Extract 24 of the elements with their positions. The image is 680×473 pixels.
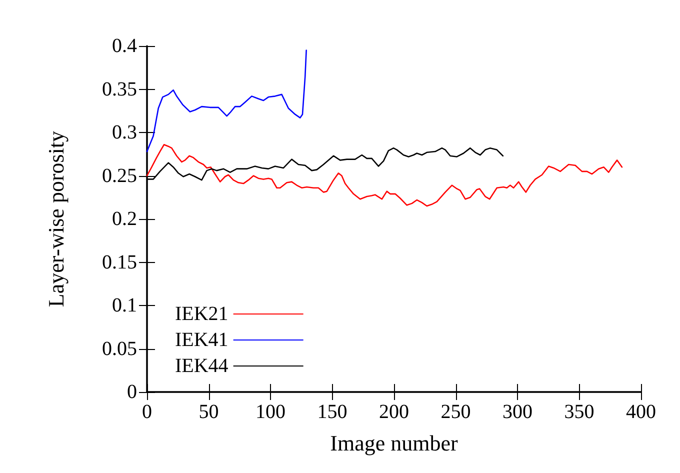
x-tick-label: 150 — [317, 401, 348, 423]
x-tick-label: 350 — [564, 401, 594, 423]
x-tick-label: 100 — [256, 401, 286, 423]
x-tick-label: 200 — [379, 401, 409, 423]
line-series — [146, 50, 307, 152]
y-tick-label: 0.35 — [102, 78, 137, 100]
y-axis-title: Layer-wise porosity — [44, 130, 68, 308]
x-tick-label: 50 — [198, 401, 219, 423]
x-axis-title: Image number — [330, 430, 459, 456]
y-tick-label: 0 — [127, 381, 137, 403]
x-tick-label: 300 — [502, 401, 532, 423]
x-tick-label: 0 — [142, 401, 152, 423]
legend-label: IEK21 — [174, 303, 228, 325]
y-tick-label: 0.1 — [112, 294, 137, 316]
y-tick-label: 0.3 — [112, 122, 137, 144]
x-tick-label: 400 — [626, 401, 656, 423]
y-tick-label: 0.25 — [102, 164, 137, 187]
legend-label: IEK41 — [174, 329, 228, 351]
y-tick-label: 0.4 — [112, 35, 137, 57]
y-tick-label: 0.2 — [112, 208, 137, 230]
legend-label: IEK44 — [174, 355, 228, 377]
x-tick-label: 250 — [440, 401, 471, 423]
y-tick-label: 0.05 — [102, 338, 137, 360]
y-tick-label: 0.15 — [102, 251, 137, 274]
